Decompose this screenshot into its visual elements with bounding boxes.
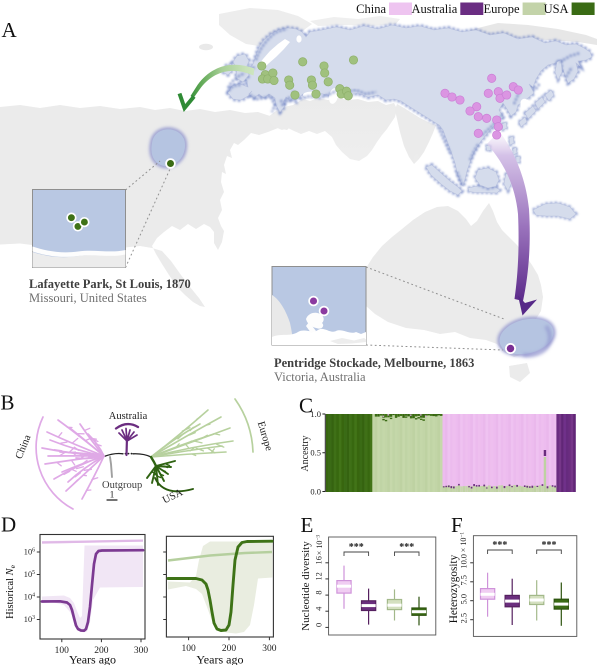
svg-text:5.0: 5.0 <box>460 594 469 604</box>
svg-text:1: 1 <box>110 491 115 501</box>
svg-text:4: 4 <box>315 606 324 611</box>
svg-text:1.0: 1.0 <box>310 409 321 419</box>
svg-text:× 10−3: × 10−3 <box>315 535 324 556</box>
svg-text:Pentridge Stockade, Melbourne,: Pentridge Stockade, Melbourne, 1863 <box>274 356 474 370</box>
svg-text:2.5: 2.5 <box>460 613 469 623</box>
svg-text:× 10−1: × 10−1 <box>459 532 468 553</box>
svg-text:105: 105 <box>24 570 35 579</box>
svg-text:USA: USA <box>544 2 569 16</box>
svg-text:***: *** <box>349 542 364 553</box>
svg-text:100: 100 <box>181 644 196 654</box>
svg-text:300: 300 <box>134 646 149 656</box>
svg-text:A: A <box>2 18 18 42</box>
svg-text:300: 300 <box>262 644 277 654</box>
svg-text:***: *** <box>492 540 507 551</box>
svg-text:Historical Ne: Historical Ne <box>5 564 17 619</box>
svg-text:0.0: 0.0 <box>310 486 321 496</box>
svg-text:***: *** <box>542 540 557 551</box>
svg-text:Lafayette Park, St Louis, 1870: Lafayette Park, St Louis, 1870 <box>29 277 191 291</box>
svg-text:200: 200 <box>94 646 109 656</box>
svg-text:Missouri, United States: Missouri, United States <box>29 291 147 305</box>
svg-text:103: 103 <box>24 615 35 624</box>
svg-text:Australia: Australia <box>109 411 148 422</box>
svg-text:Years ago: Years ago <box>196 653 243 665</box>
svg-text:Outgroup: Outgroup <box>102 480 142 491</box>
svg-text:Ancestry: Ancestry <box>300 435 311 471</box>
svg-text:16: 16 <box>315 556 324 564</box>
svg-text:B: B <box>1 391 15 415</box>
svg-text:8: 8 <box>315 591 324 595</box>
svg-text:***: *** <box>399 542 414 553</box>
svg-text:Australia: Australia <box>411 2 457 16</box>
svg-text:104: 104 <box>24 593 35 602</box>
svg-text:106: 106 <box>24 548 35 557</box>
svg-text:200: 200 <box>222 644 237 654</box>
svg-text:C: C <box>299 394 313 418</box>
svg-text:Years ago: Years ago <box>69 653 116 665</box>
svg-text:0: 0 <box>315 623 324 627</box>
svg-text:F: F <box>451 513 463 537</box>
svg-text:0.5: 0.5 <box>310 448 321 458</box>
svg-text:China: China <box>356 2 386 16</box>
svg-text:100: 100 <box>55 646 70 656</box>
svg-text:Victoria, Australia: Victoria, Australia <box>274 370 366 384</box>
svg-text:10.0: 10.0 <box>460 554 469 569</box>
svg-text:D: D <box>1 513 16 537</box>
svg-text:7.5: 7.5 <box>460 575 469 585</box>
svg-text:Heterozygosity: Heterozygosity <box>448 554 460 623</box>
svg-text:E: E <box>301 513 314 537</box>
svg-text:Europe: Europe <box>483 2 520 16</box>
svg-text:12: 12 <box>315 572 324 580</box>
svg-text:Nucleotide diversity: Nucleotide diversity <box>300 541 312 631</box>
